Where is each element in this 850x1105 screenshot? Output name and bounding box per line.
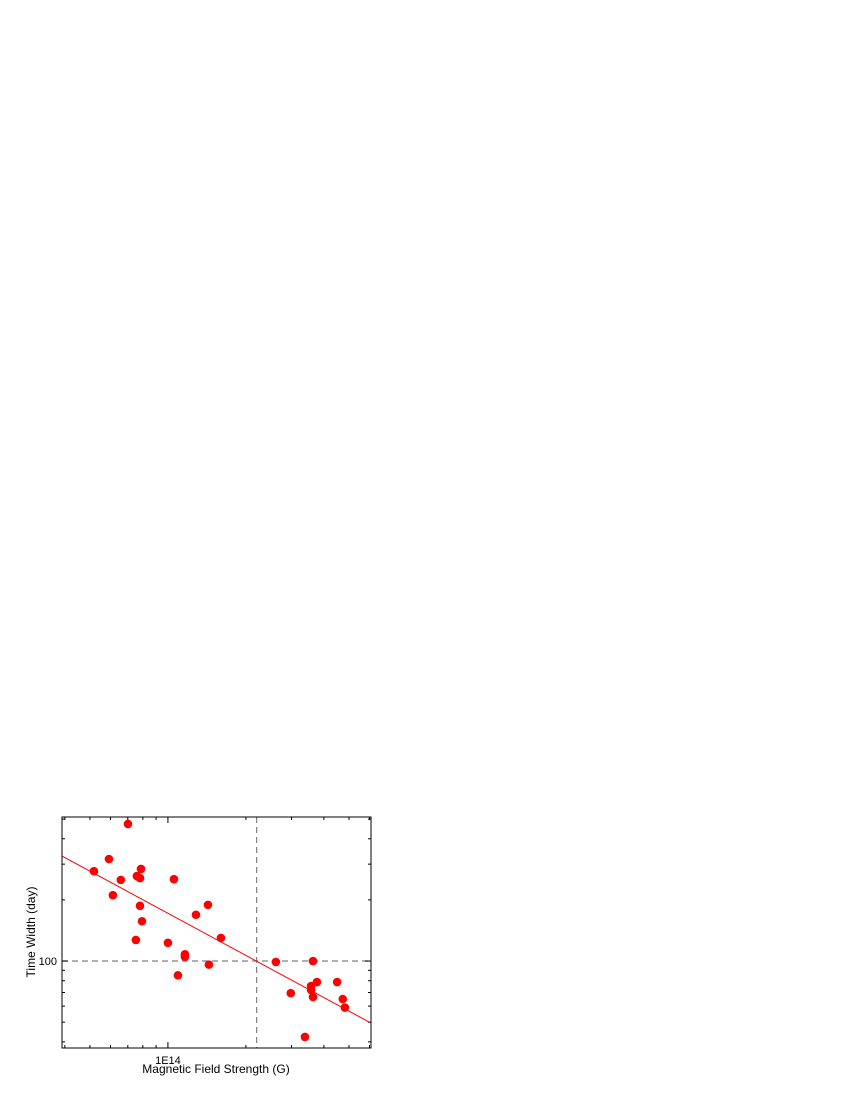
point	[180, 952, 190, 962]
point	[191, 910, 201, 920]
y-tick-label: 100	[39, 956, 57, 968]
point	[308, 956, 318, 966]
fit-line	[61, 855, 372, 1024]
point	[135, 873, 145, 883]
point	[135, 901, 145, 911]
point	[131, 935, 141, 945]
point	[300, 1032, 310, 1042]
point	[204, 960, 214, 969]
point	[136, 864, 146, 874]
y-axis-title: Time Width (day)	[24, 887, 38, 978]
point	[163, 938, 173, 948]
x-tick-label: 1E14	[155, 1055, 181, 1067]
point	[173, 971, 183, 980]
point	[286, 988, 296, 998]
point	[116, 875, 126, 885]
point	[338, 994, 348, 1004]
point	[308, 992, 318, 1002]
point	[169, 874, 179, 884]
point	[89, 866, 99, 876]
x-axis-title: Magnetic Field Strength (G)	[142, 1062, 289, 1076]
point	[104, 854, 114, 864]
point	[203, 900, 213, 910]
point	[312, 977, 322, 987]
point	[216, 933, 226, 943]
point	[123, 819, 133, 829]
point	[271, 957, 281, 967]
point	[332, 977, 342, 987]
point	[137, 916, 147, 926]
point	[108, 890, 118, 900]
plot-frame	[61, 816, 372, 1049]
